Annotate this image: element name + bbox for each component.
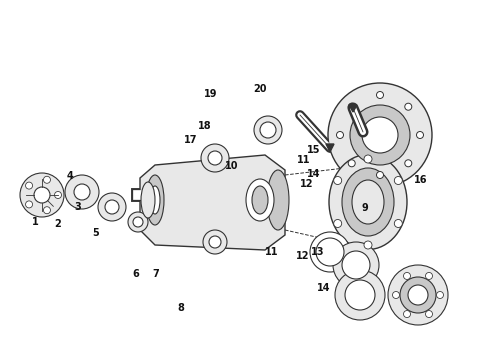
Ellipse shape: [146, 175, 164, 225]
Text: 2: 2: [54, 219, 61, 229]
Circle shape: [388, 265, 448, 325]
Polygon shape: [326, 144, 334, 152]
Text: 9: 9: [362, 203, 368, 213]
Text: 8: 8: [177, 303, 184, 313]
Text: 11: 11: [265, 247, 279, 257]
Circle shape: [364, 155, 372, 163]
Text: 12: 12: [299, 179, 313, 189]
Circle shape: [105, 200, 119, 214]
Text: 12: 12: [296, 251, 310, 261]
Text: 18: 18: [198, 121, 212, 131]
Text: 5: 5: [92, 228, 99, 238]
Ellipse shape: [141, 182, 155, 218]
Circle shape: [333, 242, 379, 288]
Circle shape: [345, 280, 375, 310]
Circle shape: [416, 131, 423, 139]
Circle shape: [376, 91, 384, 99]
Ellipse shape: [329, 154, 407, 249]
Circle shape: [260, 122, 276, 138]
Circle shape: [65, 175, 99, 209]
Circle shape: [328, 83, 432, 187]
Circle shape: [20, 173, 64, 217]
Circle shape: [348, 103, 355, 110]
Circle shape: [25, 201, 32, 208]
Circle shape: [54, 192, 62, 198]
Text: 7: 7: [152, 269, 159, 279]
Text: 17: 17: [184, 135, 198, 145]
Circle shape: [316, 238, 344, 266]
Text: 14: 14: [317, 283, 330, 293]
Circle shape: [209, 236, 221, 248]
Text: 1: 1: [32, 217, 39, 228]
Ellipse shape: [252, 186, 268, 214]
Text: 10: 10: [224, 161, 238, 171]
Circle shape: [128, 212, 148, 232]
Ellipse shape: [150, 186, 160, 214]
Circle shape: [342, 251, 370, 279]
Circle shape: [408, 285, 428, 305]
Circle shape: [362, 117, 398, 153]
Circle shape: [394, 176, 402, 184]
Text: 15: 15: [307, 145, 320, 156]
Circle shape: [334, 176, 342, 185]
Text: 11: 11: [297, 155, 311, 165]
Circle shape: [403, 311, 411, 318]
Circle shape: [403, 273, 411, 279]
Circle shape: [310, 232, 350, 272]
Circle shape: [348, 160, 355, 167]
Circle shape: [44, 176, 50, 183]
Circle shape: [350, 105, 410, 165]
Circle shape: [425, 311, 433, 318]
Ellipse shape: [352, 180, 384, 224]
Circle shape: [208, 151, 222, 165]
Circle shape: [44, 207, 50, 214]
Circle shape: [25, 182, 32, 189]
Circle shape: [34, 187, 50, 203]
Ellipse shape: [342, 168, 394, 236]
Circle shape: [337, 131, 343, 139]
Circle shape: [335, 270, 385, 320]
Text: 14: 14: [307, 168, 320, 179]
Circle shape: [392, 292, 399, 298]
Circle shape: [74, 184, 90, 200]
Circle shape: [133, 217, 143, 227]
Circle shape: [364, 241, 372, 249]
Circle shape: [376, 171, 384, 179]
Text: 20: 20: [253, 84, 267, 94]
Polygon shape: [349, 105, 357, 112]
Text: 13: 13: [311, 247, 324, 257]
Circle shape: [203, 230, 227, 254]
Text: 16: 16: [414, 175, 427, 185]
Ellipse shape: [267, 170, 289, 230]
Circle shape: [334, 220, 342, 228]
Circle shape: [408, 285, 428, 305]
Ellipse shape: [246, 179, 274, 221]
Circle shape: [400, 277, 436, 313]
Circle shape: [394, 220, 402, 228]
Text: 19: 19: [204, 89, 218, 99]
Circle shape: [201, 144, 229, 172]
Text: 4: 4: [66, 171, 73, 181]
Polygon shape: [140, 155, 285, 250]
Circle shape: [405, 160, 412, 167]
Text: 6: 6: [133, 269, 140, 279]
Circle shape: [362, 117, 398, 153]
Circle shape: [98, 193, 126, 221]
Text: 3: 3: [74, 202, 81, 212]
Circle shape: [425, 273, 433, 279]
Circle shape: [254, 116, 282, 144]
Circle shape: [405, 103, 412, 110]
Circle shape: [437, 292, 443, 298]
